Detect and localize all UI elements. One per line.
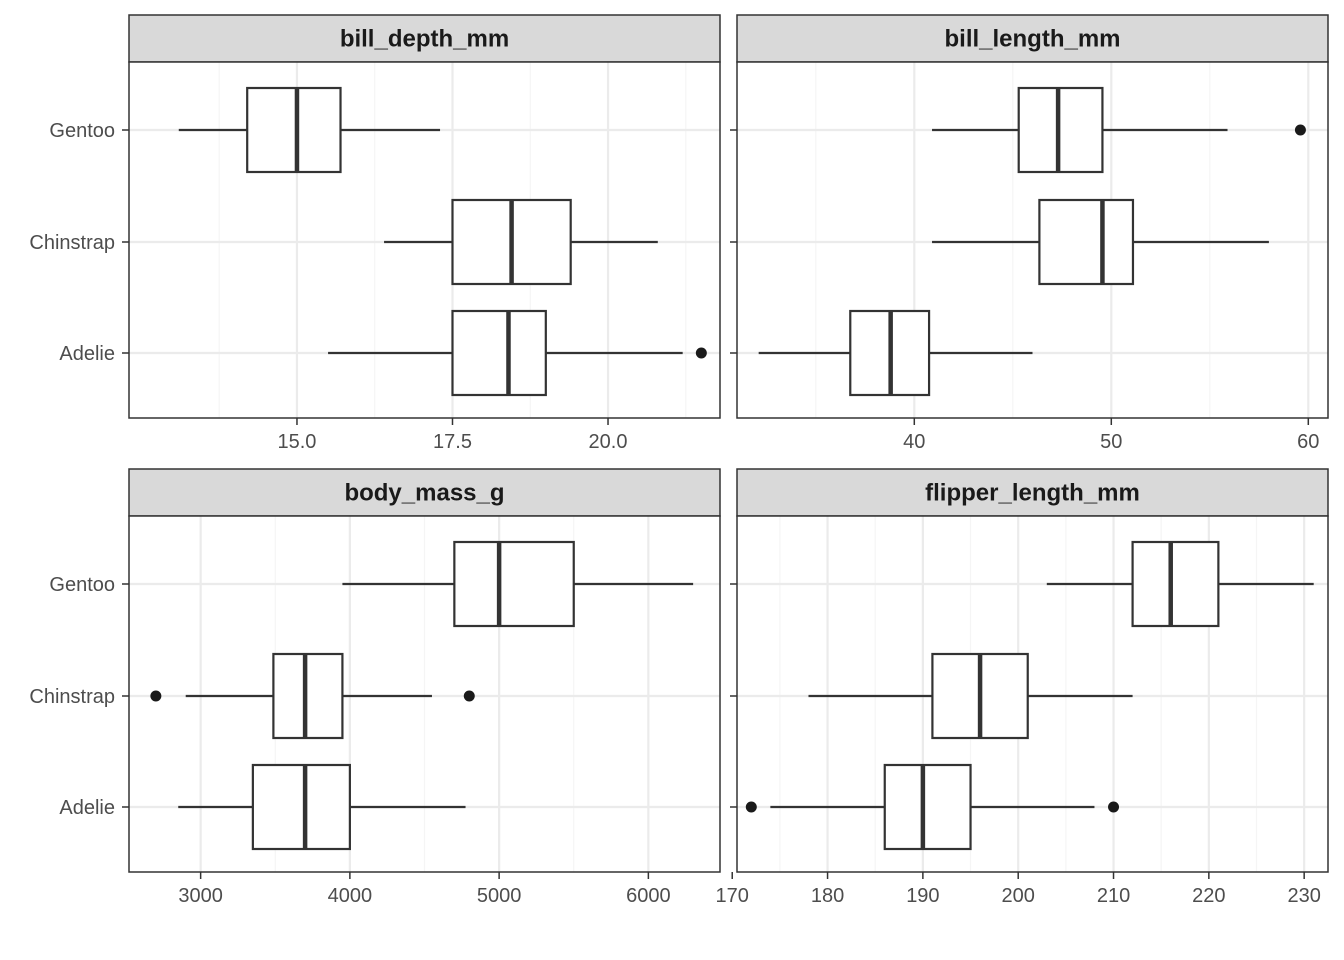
box-adelie bbox=[328, 309, 707, 397]
panel-flipper_length_mm: flipper_length_mm 170 180 190 200 210 220 230 bbox=[716, 468, 1329, 907]
outlier-point bbox=[150, 690, 162, 702]
panel-background bbox=[129, 62, 720, 418]
panel-border bbox=[736, 515, 1329, 873]
x-tick-label: 20.0 bbox=[589, 431, 628, 453]
iqr-box bbox=[1038, 198, 1135, 286]
iqr-box bbox=[246, 86, 342, 174]
iqr-box bbox=[453, 540, 575, 628]
x-tick-label: 190 bbox=[906, 885, 939, 907]
panel-border bbox=[128, 61, 721, 419]
x-tick-label: 220 bbox=[1192, 885, 1225, 907]
box-chinstrap bbox=[932, 198, 1269, 286]
box-gentoo bbox=[932, 86, 1306, 174]
y-category-label: Gentoo bbox=[49, 120, 115, 142]
strip-background bbox=[128, 14, 721, 63]
y-category-label: Chinstrap bbox=[29, 686, 115, 708]
panel-bill_length_mm: bill_length_mm 40 50 60 bbox=[730, 14, 1329, 453]
y-category-label: Adelie bbox=[59, 343, 115, 365]
outlier-point bbox=[1294, 124, 1306, 136]
x-tick-label: 3000 bbox=[178, 885, 223, 907]
x-tick-label: 4000 bbox=[328, 885, 373, 907]
iqr-box bbox=[251, 763, 351, 851]
box-gentoo bbox=[342, 540, 694, 628]
panel-bill_depth_mm: bill_depth_mm 15.0 17.5 20.0 Adelie Chinstrap… bbox=[29, 14, 721, 453]
box-adelie bbox=[178, 763, 466, 851]
box-adelie bbox=[758, 309, 1033, 397]
x-tick-label: 60 bbox=[1297, 431, 1319, 453]
box-chinstrap bbox=[384, 198, 658, 286]
y-category-label: Chinstrap bbox=[29, 232, 115, 254]
y-category-label: Gentoo bbox=[49, 574, 115, 596]
outlier-point bbox=[695, 347, 707, 359]
outlier-point bbox=[745, 801, 757, 813]
box-chinstrap bbox=[150, 652, 475, 740]
strip-background bbox=[128, 468, 721, 517]
outlier-point bbox=[463, 690, 475, 702]
x-tick-label: 180 bbox=[811, 885, 844, 907]
x-tick-label: 15.0 bbox=[277, 431, 316, 453]
y-category-label: Adelie bbox=[59, 797, 115, 819]
x-tick-label: 200 bbox=[1002, 885, 1035, 907]
strip-label: flipper_length_mm bbox=[925, 480, 1140, 507]
x-tick-label: 6000 bbox=[626, 885, 671, 907]
box-gentoo bbox=[178, 86, 441, 174]
x-tick-label: 17.5 bbox=[433, 431, 472, 453]
outlier-point bbox=[1108, 801, 1120, 813]
panel-background bbox=[737, 516, 1328, 872]
panel-border bbox=[128, 515, 721, 873]
x-tick-label: 170 bbox=[716, 885, 749, 907]
box-adelie bbox=[745, 763, 1120, 851]
strip-label: bill_depth_mm bbox=[340, 26, 509, 53]
iqr-box bbox=[1131, 540, 1220, 628]
panel-body_mass_g: body_mass_g 3000 4000 5000 6000 Adelie Chinstr… bbox=[29, 468, 721, 907]
x-tick-label: 40 bbox=[903, 431, 925, 453]
iqr-box bbox=[883, 763, 972, 851]
x-tick-label: 50 bbox=[1100, 431, 1122, 453]
x-tick-label: 5000 bbox=[477, 885, 522, 907]
iqr-box bbox=[1017, 86, 1104, 174]
panel-border bbox=[736, 61, 1329, 419]
strip-label: body_mass_g bbox=[344, 480, 504, 507]
iqr-box bbox=[272, 652, 344, 740]
box-chinstrap bbox=[808, 652, 1133, 740]
x-tick-label: 210 bbox=[1097, 885, 1130, 907]
x-tick-label: 230 bbox=[1287, 885, 1320, 907]
box-gentoo bbox=[1046, 540, 1314, 628]
strip-background bbox=[736, 14, 1329, 63]
strip-label: bill_length_mm bbox=[944, 26, 1120, 53]
iqr-box bbox=[451, 309, 547, 397]
